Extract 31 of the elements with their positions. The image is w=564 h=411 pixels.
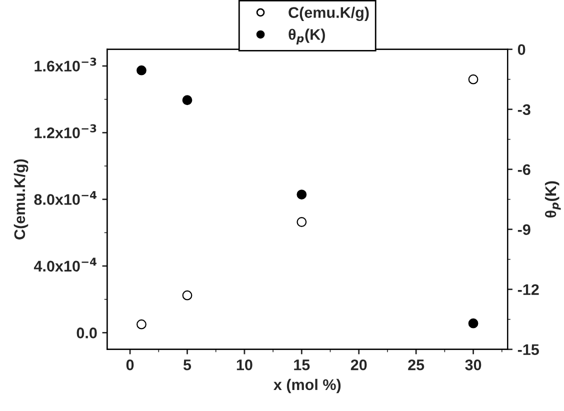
y2-tick-label: -6 bbox=[518, 164, 530, 176]
y2-tick-label: -3 bbox=[518, 104, 530, 116]
point bbox=[182, 95, 192, 106]
point bbox=[468, 74, 478, 84]
point bbox=[136, 319, 146, 330]
x-tick-label: 20 bbox=[350, 359, 367, 370]
x-tick-label: 25 bbox=[408, 359, 424, 370]
x-axis-title: x (mol %) bbox=[274, 378, 341, 394]
y2-tick-label: 0 bbox=[518, 44, 526, 56]
x-tick-label: 5 bbox=[183, 360, 192, 370]
point bbox=[136, 65, 146, 76]
x-tick-label: 15 bbox=[294, 360, 310, 370]
x-tick-label: 30 bbox=[465, 359, 482, 370]
y2-axis-title: θ$_{p}$(K) bbox=[544, 181, 561, 218]
point bbox=[296, 217, 307, 227]
point bbox=[182, 290, 192, 300]
y-tick-label: 1.2x10$^{−3}$ bbox=[34, 124, 96, 138]
point bbox=[468, 318, 478, 328]
y-tick-label: 1.6x10$^{−3}$ bbox=[34, 58, 96, 72]
y-axis-title: C(emu.K/g) bbox=[14, 159, 28, 240]
x-tick-label: 10 bbox=[236, 359, 252, 370]
y2-tick-label: -9 bbox=[518, 224, 530, 236]
y2-tick-label: -15 bbox=[518, 344, 539, 356]
y-tick-label: 8.0x10$^{−4}$ bbox=[34, 191, 97, 205]
y-tick-label: 0.0 bbox=[76, 328, 97, 338]
y-tick-label: 4.0x10$^{−4}$ bbox=[34, 258, 97, 272]
point bbox=[296, 190, 307, 200]
legend-label: C(emu.K/g) bbox=[288, 6, 369, 22]
legend-label: θ$_{p}$(K) bbox=[288, 28, 325, 44]
y2-tick-label: -12 bbox=[518, 284, 539, 295]
x-tick-label: 0 bbox=[126, 359, 134, 370]
